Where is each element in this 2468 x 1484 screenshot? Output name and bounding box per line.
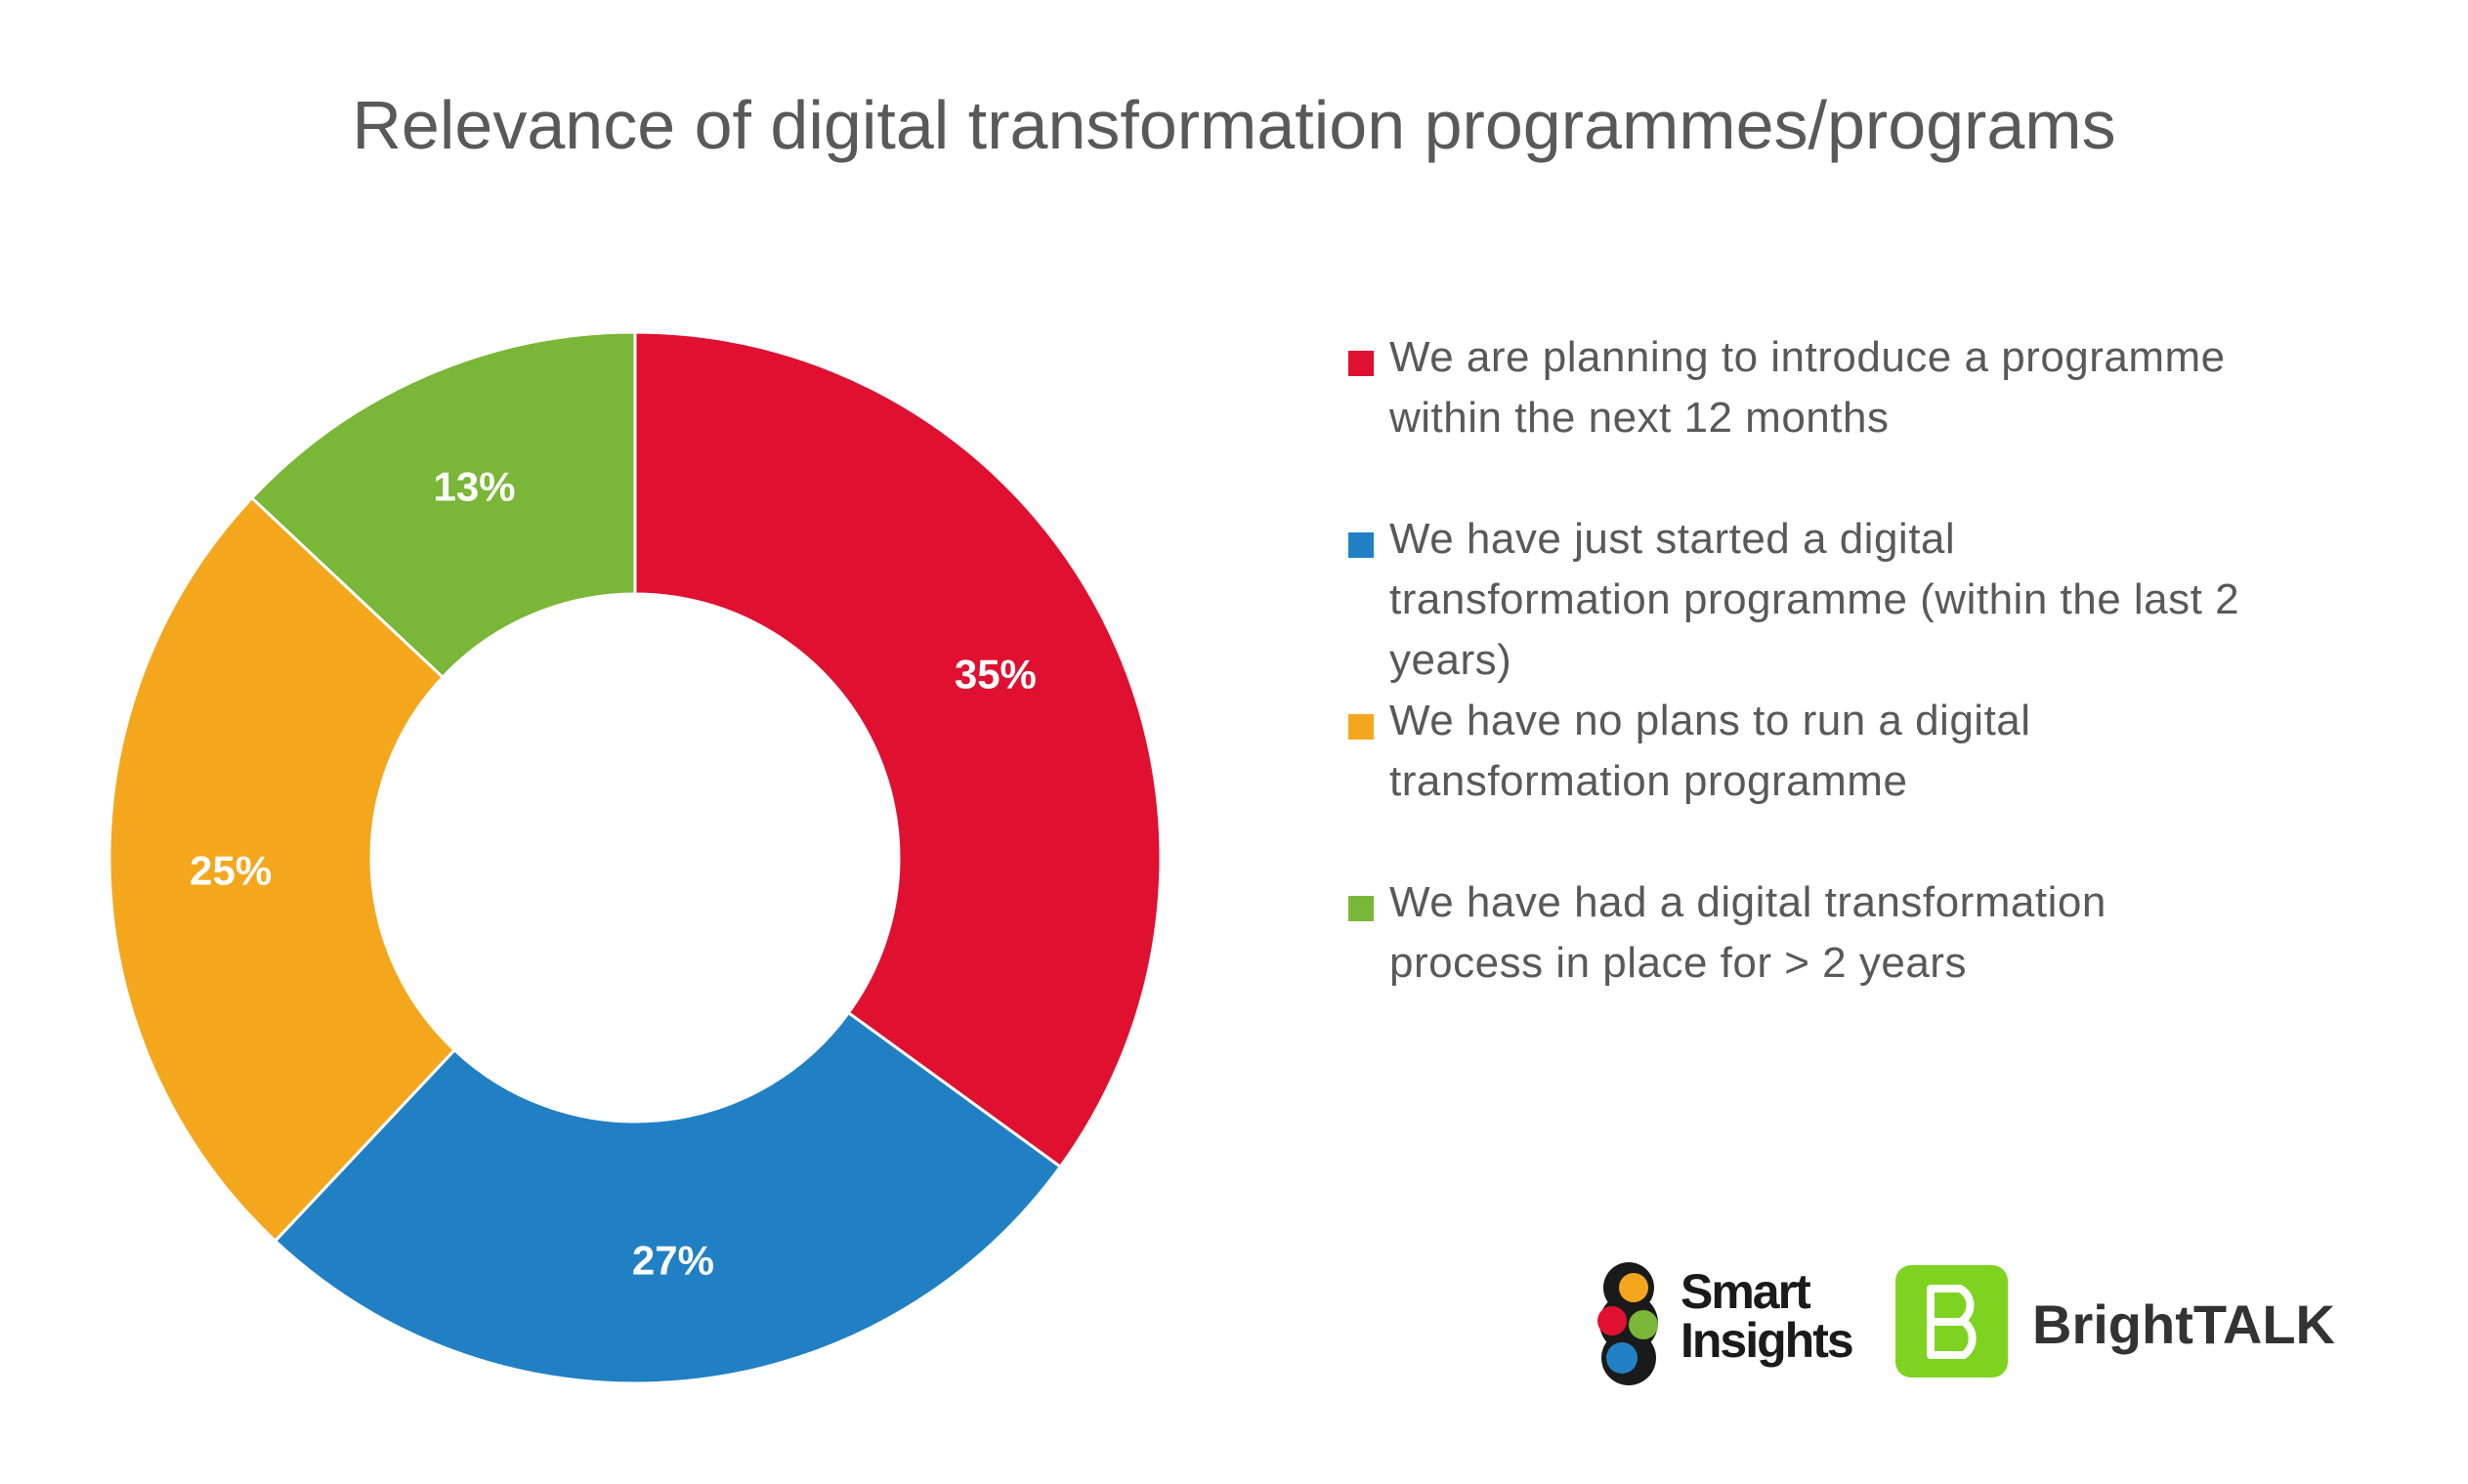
legend-swatch-no-plans (1348, 714, 1374, 740)
legend-label-planning: We are planning to introduce a programme… (1389, 333, 2226, 442)
brighttalk-icon (1895, 1265, 2008, 1378)
donut-slice-in-place (249, 330, 637, 680)
smart-insights-circles-icon (1597, 1262, 1658, 1385)
donut-slices (107, 330, 1163, 1385)
legend-swatch-planning (1348, 351, 1374, 376)
chart-title: Relevance of digital transformation prog… (352, 87, 2116, 163)
legend-label-just-started: We have just started a digital transform… (1389, 515, 2240, 684)
donut-labels: 35% 27% 25% 13% (190, 464, 1037, 1284)
data-label-planning: 35% (955, 652, 1037, 698)
legend-label-no-plans: We have no plans to run a digital transf… (1389, 697, 2031, 805)
legend-label-in-place: We have had a digital transformation pro… (1389, 878, 2106, 987)
data-label-just-started: 27% (632, 1238, 714, 1284)
data-label-no-plans: 25% (190, 848, 272, 894)
legend-swatch-in-place (1348, 896, 1374, 921)
donut-slice-just-started (273, 1010, 1063, 1385)
smart-insights-wordmark: Smart Insights (1681, 1264, 1854, 1368)
donut-slice-no-plans (107, 495, 457, 1244)
logos: Smart Insights BrightTALK (1583, 1255, 2335, 1392)
data-label-in-place: 13% (434, 464, 516, 510)
brighttalk-wordmark: BrightTALK (2032, 1293, 2335, 1355)
smart-insights-logo: Smart Insights (1583, 1255, 1876, 1392)
donut-slice-planning (633, 330, 1163, 1169)
legend-swatch-just-started (1348, 532, 1374, 558)
